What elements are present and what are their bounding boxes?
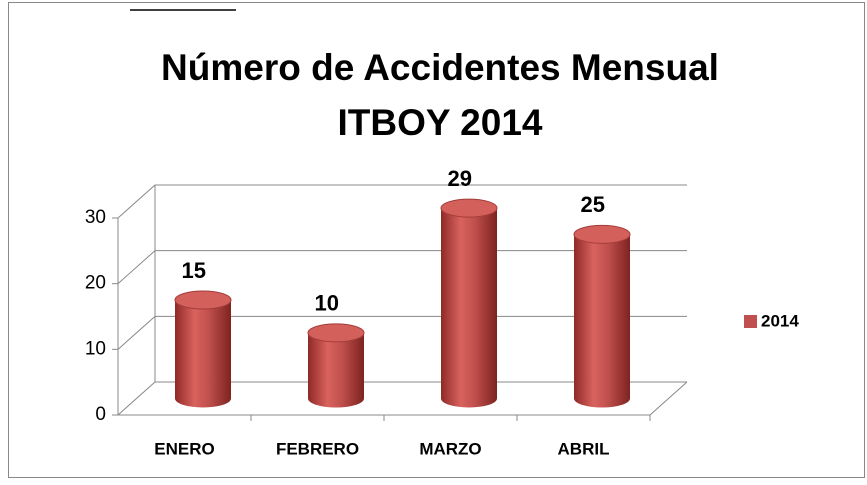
- y-tick-label: 30: [85, 207, 106, 228]
- y-tick-label: 10: [85, 338, 106, 359]
- x-tick-label: ENERO: [154, 439, 214, 458]
- legend-label: 2014: [761, 311, 799, 330]
- legend-swatch: [744, 315, 757, 328]
- data-label: 25: [581, 192, 605, 217]
- cylinder-top: [440, 198, 498, 218]
- x-tick-label: ABRIL: [558, 439, 610, 458]
- cylinder-top: [174, 290, 232, 310]
- x-tick-label: FEBRERO: [276, 439, 359, 458]
- grid-line: [117, 315, 687, 350]
- x-tick-label: MARZO: [419, 439, 481, 458]
- data-label: 15: [182, 258, 206, 283]
- floor-side: [649, 381, 688, 416]
- cylinder-body: [308, 332, 364, 408]
- chart-title: ITBOY 2014: [338, 102, 543, 143]
- cylinder-body: [175, 300, 231, 408]
- cylinder-top: [307, 323, 365, 343]
- data-label: 10: [315, 291, 339, 316]
- cylinder-body: [441, 208, 497, 408]
- chart-title: Número de Accidentes Mensual: [161, 47, 719, 88]
- cylinder-body: [574, 234, 630, 408]
- y-tick-label: 0: [95, 404, 106, 425]
- cylinder-top: [573, 224, 631, 244]
- grid-line: [117, 381, 687, 416]
- chart-border: [8, 2, 865, 478]
- grid-line: [117, 184, 687, 219]
- grid-line: [117, 250, 687, 285]
- data-label: 29: [448, 166, 472, 191]
- y-tick-label: 20: [85, 273, 106, 294]
